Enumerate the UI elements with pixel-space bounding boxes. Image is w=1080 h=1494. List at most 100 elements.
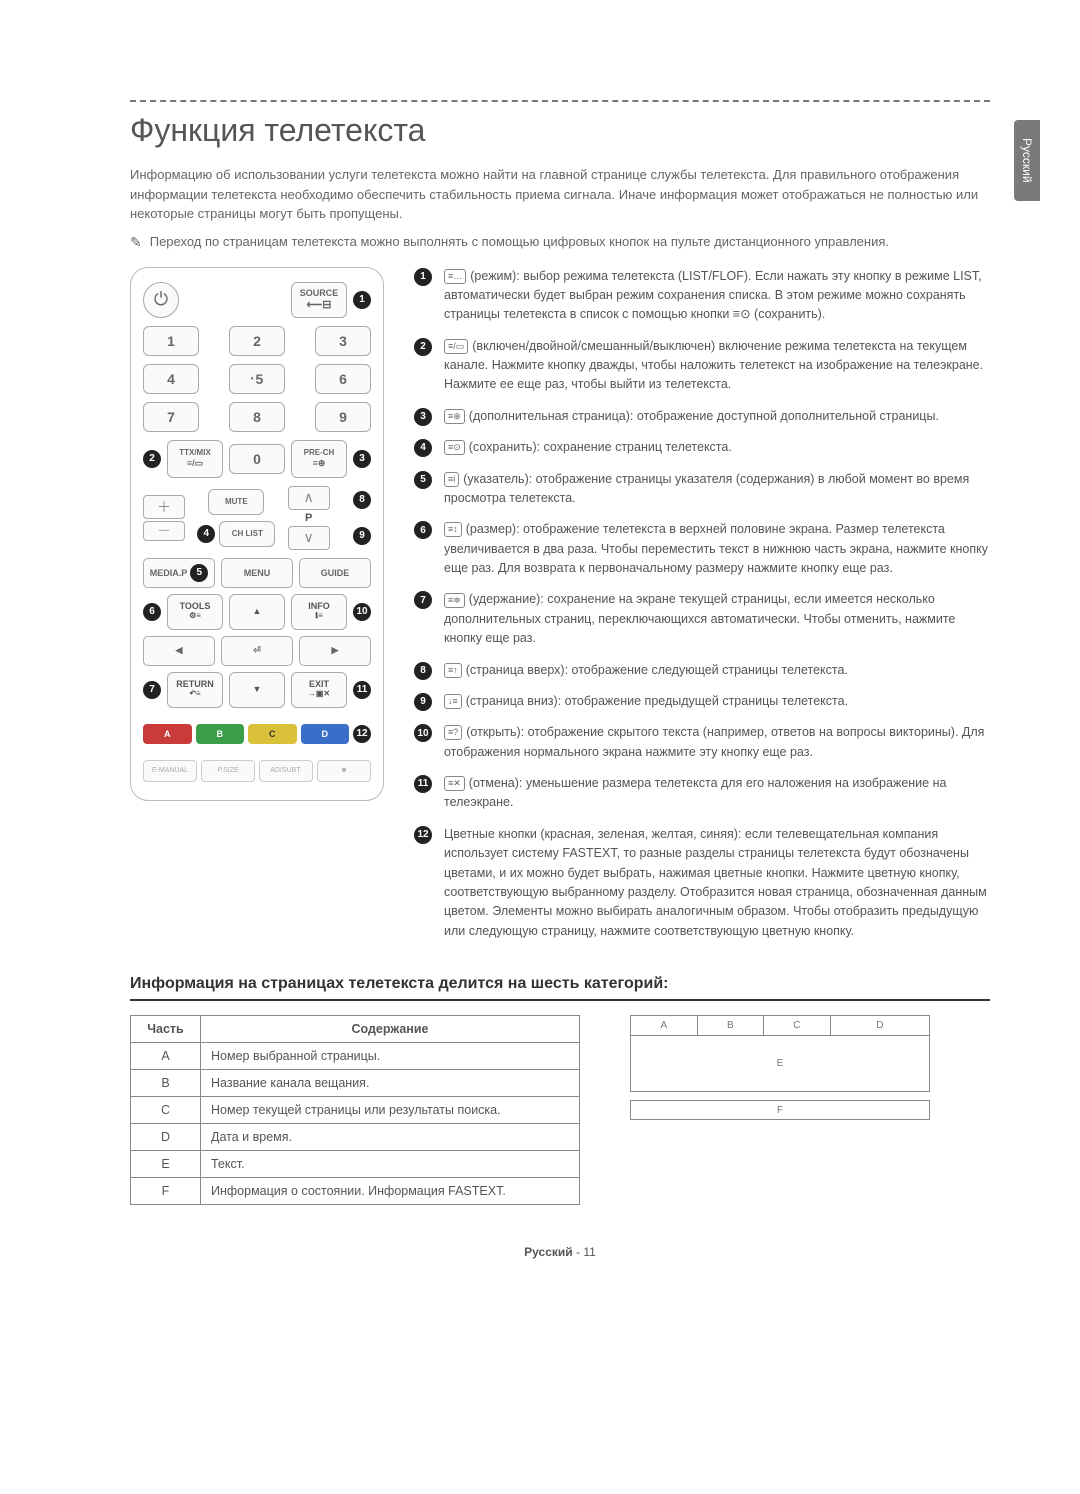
callout-6: 6 — [143, 603, 161, 621]
desc-item: 3 ≡⊕(дополнительная страница): отображени… — [414, 407, 990, 426]
layout-b: B — [698, 1016, 765, 1035]
desc-badge: 7 — [414, 591, 432, 609]
desc-text: ≡⊙(сохранить): сохранение страниц телете… — [444, 438, 732, 457]
note-text: Переход по страницам телетекста можно вы… — [150, 232, 889, 253]
desc-item: 1 ≡…(режим): выбор режима телетекста (LIS… — [414, 267, 990, 325]
num-2: 2 — [229, 326, 285, 356]
layout-c: C — [764, 1016, 831, 1035]
desc-text: ≡…(режим): выбор режима телетекста (LIST… — [444, 267, 990, 325]
th-content: Содержание — [201, 1016, 580, 1043]
description-list: 1 ≡…(режим): выбор режима телетекста (LIS… — [414, 267, 990, 942]
callout-10: 10 — [353, 603, 371, 621]
stop-button: ■ — [317, 760, 371, 782]
prech-button: PRE-CH≡⊕ — [291, 440, 347, 478]
dpad-up: ▲ — [229, 594, 285, 630]
desc-text: ≡i(указатель): отображение страницы указ… — [444, 470, 990, 509]
table-cell: E — [131, 1151, 201, 1178]
mute-button: MUTE — [208, 489, 264, 515]
teletext-key-icon: ≡↕ — [444, 522, 462, 537]
categories-heading: Информация на страницах телетекста делит… — [130, 975, 990, 1001]
num-6: 6 — [315, 364, 371, 394]
desc-item: 7 ≡≑(удержание): сохранение на экране тек… — [414, 590, 990, 648]
dpad-right: ▶ — [299, 636, 371, 666]
desc-text: ≡✕(отмена): уменьшение размера телетекст… — [444, 774, 990, 813]
num-0: 0 — [229, 444, 285, 474]
layout-e: E — [630, 1036, 930, 1092]
teletext-key-icon: ≡i — [444, 472, 459, 487]
desc-badge: 11 — [414, 775, 432, 793]
desc-item: 9 ↓≡(страница вниз): отображение предыдущ… — [414, 692, 990, 711]
desc-item: 11 ≡✕(отмена): уменьшение размера телетек… — [414, 774, 990, 813]
callout-5: 5 — [190, 564, 208, 582]
chlist-button: CH LIST — [219, 521, 275, 547]
teletext-key-icon: ≡↑ — [444, 663, 462, 678]
desc-badge: 9 — [414, 693, 432, 711]
desc-item: 8≡↑(страница вверх): отображение следующ… — [414, 661, 990, 680]
table-cell: Текст. — [201, 1151, 580, 1178]
dpad-left: ◀ — [143, 636, 215, 666]
table-row: DДата и время. — [131, 1124, 580, 1151]
desc-badge: 10 — [414, 724, 432, 742]
menu-button: MENU — [221, 558, 293, 588]
teletext-key-icon: ≡⊙ — [444, 440, 465, 455]
desc-text: ≡?(открыть): отображение скрытого текста… — [444, 723, 990, 762]
layout-diagram: A B C D E F — [630, 1015, 930, 1120]
desc-badge: 1 — [414, 268, 432, 286]
desc-badge: 3 — [414, 408, 432, 426]
layout-f: F — [630, 1100, 930, 1120]
callout-3: 3 — [353, 450, 371, 468]
teletext-key-icon: ≡? — [444, 725, 462, 740]
num-7: 7 — [143, 402, 199, 432]
ch-up: ∧ — [288, 486, 330, 510]
desc-badge: 4 — [414, 439, 432, 457]
page-footer: Русский - 11 — [130, 1245, 990, 1259]
dpad-ok: ⏎ — [221, 636, 293, 666]
desc-item: 12Цветные кнопки (красная, зеленая, желт… — [414, 825, 990, 941]
vol-down: — — [143, 521, 185, 541]
teletext-key-icon: ↓≡ — [444, 694, 462, 709]
ttx-button: TTX/MIX≡/▭ — [167, 440, 223, 478]
num-9: 9 — [315, 402, 371, 432]
table-cell: D — [131, 1124, 201, 1151]
table-row: EТекст. — [131, 1151, 580, 1178]
num-1: 1 — [143, 326, 199, 356]
desc-badge: 8 — [414, 662, 432, 680]
callout-11: 11 — [353, 681, 371, 699]
desc-item: 6≡↕(размер): отображение телетекста в ве… — [414, 520, 990, 578]
color-a: A — [143, 724, 192, 744]
remote-diagram: ⏻ SOURCE⟵⊟ 1 123 4•56 789 2 TTX/MIX≡/▭ 0… — [130, 267, 384, 801]
categories-table: Часть Содержание AНомер выбранной страни… — [130, 1015, 580, 1205]
page-title: Функция телетекста — [130, 112, 990, 149]
desc-text: ↓≡(страница вниз): отображение предыдуще… — [444, 692, 848, 711]
num-3: 3 — [315, 326, 371, 356]
language-tab: Русский — [1014, 120, 1040, 201]
desc-text: ≡≑(удержание): сохранение на экране теку… — [444, 590, 990, 648]
callout-7: 7 — [143, 681, 161, 699]
table-row: CНомер текущей страницы или результаты п… — [131, 1097, 580, 1124]
section-rule — [130, 100, 990, 102]
power-button: ⏻ — [143, 282, 179, 318]
teletext-key-icon: ≡/▭ — [444, 339, 468, 354]
exit-button: EXIT→▣✕ — [291, 672, 347, 708]
callout-9: 9 — [353, 527, 371, 545]
desc-text: ≡/▭(включен/двойной/смешанный/выключен) … — [444, 337, 990, 395]
num-4: 4 — [143, 364, 199, 394]
table-cell: C — [131, 1097, 201, 1124]
th-part: Часть — [131, 1016, 201, 1043]
note-row: ✎ Переход по страницам телетекста можно … — [130, 232, 990, 253]
table-cell: B — [131, 1070, 201, 1097]
teletext-key-icon: ≡✕ — [444, 776, 465, 791]
callout-4: 4 — [197, 525, 215, 543]
vol-up: ＋ — [143, 495, 185, 519]
table-cell: F — [131, 1178, 201, 1205]
source-button: SOURCE⟵⊟ — [291, 282, 347, 318]
layout-a: A — [631, 1016, 698, 1035]
desc-badge: 5 — [414, 471, 432, 489]
desc-item: 2≡/▭(включен/двойной/смешанный/выключен)… — [414, 337, 990, 395]
callout-2: 2 — [143, 450, 161, 468]
table-cell: Название канала вещания. — [201, 1070, 580, 1097]
guide-button: GUIDE — [299, 558, 371, 588]
desc-text: ≡⊕(дополнительная страница): отображение… — [444, 407, 939, 426]
desc-item: 10 ≡?(открыть): отображение скрытого текс… — [414, 723, 990, 762]
teletext-key-icon: ≡≑ — [444, 593, 465, 608]
